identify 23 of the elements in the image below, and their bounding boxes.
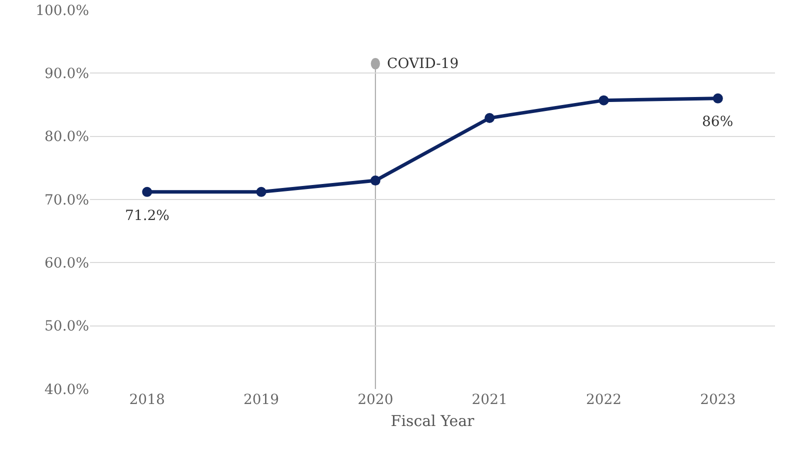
x-tick-label: 2021	[472, 392, 508, 408]
x-axis-title: Fiscal Year	[390, 412, 476, 430]
point	[712, 93, 723, 104]
x-tick-label: 2023	[700, 392, 736, 408]
y-tick-label: 100.0%	[36, 2, 89, 19]
x-tick-label: 2022	[586, 392, 622, 408]
y-tick-label: 90.0%	[44, 66, 89, 82]
y-tick-label: 70.0%	[44, 192, 89, 208]
point	[598, 95, 609, 106]
y-tick-label: 50.0%	[44, 318, 89, 335]
y-tick-label: 60.0%	[44, 256, 89, 272]
point	[484, 113, 495, 124]
point	[256, 186, 266, 197]
y-tick-label: 40.0%	[44, 382, 89, 398]
y-tick-label: 80.0%	[44, 129, 89, 146]
x-tick-label: 2020	[358, 392, 394, 408]
annotation: COVID-19	[387, 56, 459, 72]
x-tick-label: 2018	[129, 392, 165, 408]
x-tick-label: 2019	[243, 392, 280, 408]
data-label: 86%	[702, 114, 734, 130]
data-label: 71.2%	[125, 208, 170, 224]
point	[142, 186, 152, 197]
point	[370, 176, 380, 186]
